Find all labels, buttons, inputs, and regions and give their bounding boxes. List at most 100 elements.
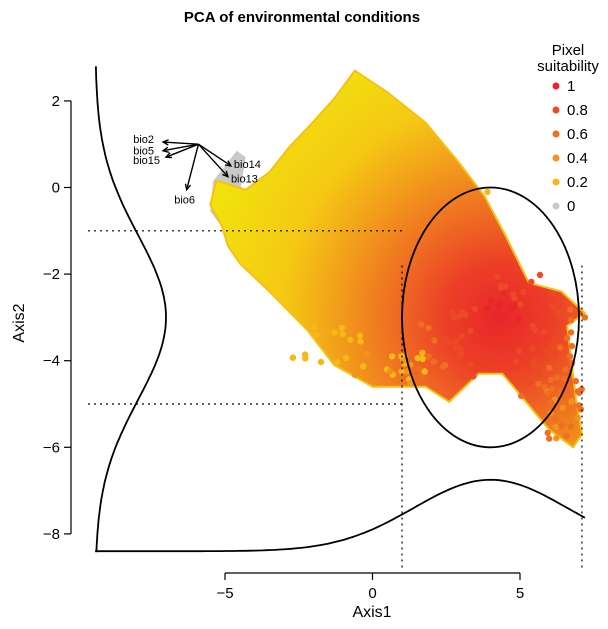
marginal-density-y [95, 66, 167, 553]
data-point [331, 329, 338, 336]
data-point [418, 321, 425, 328]
data-point [347, 336, 354, 343]
data-point [484, 305, 491, 312]
data-point [386, 368, 394, 375]
data-point [532, 327, 539, 334]
data-point [581, 314, 589, 321]
data-point [431, 337, 438, 344]
y-tick-label: −6 [43, 439, 60, 456]
data-point [471, 305, 479, 313]
data-point [547, 376, 555, 383]
data-point [462, 311, 469, 318]
data-point [467, 327, 474, 334]
data-point [552, 352, 559, 359]
legend-swatch [552, 130, 560, 138]
data-point [360, 363, 367, 370]
data-point [568, 342, 576, 350]
legend-label: 0.8 [567, 102, 588, 119]
data-point [418, 374, 425, 381]
legend-swatch [552, 178, 560, 186]
data-point [456, 312, 463, 319]
data-point [540, 329, 548, 336]
legend-label: 0.6 [567, 126, 588, 143]
data-point [544, 347, 551, 355]
y-tick-label: 2 [52, 93, 60, 110]
loading-label-bio2: bio2 [133, 134, 154, 146]
data-point [398, 368, 405, 375]
data-point [535, 380, 542, 388]
data-point [531, 365, 539, 372]
data-point [528, 278, 535, 286]
data-point [302, 355, 309, 362]
data-point [446, 339, 454, 347]
x-axis-label: Axis1 [352, 604, 391, 621]
data-point [557, 344, 564, 351]
legend-title: Pixel [552, 42, 585, 59]
legend-swatch [552, 154, 560, 162]
data-point [578, 385, 585, 393]
data-point [534, 371, 541, 378]
data-point [529, 360, 536, 367]
data-point [500, 289, 507, 297]
data-point [488, 297, 495, 304]
loading-arrow-bio5 [162, 143, 199, 152]
legend-swatch [552, 106, 560, 114]
loading-arrowhead [161, 146, 170, 153]
x-tick-label: −5 [216, 585, 233, 602]
loading-arrow-bio15 [165, 143, 199, 158]
data-point [511, 372, 519, 379]
data-point [339, 331, 346, 338]
loading-arrow-bio2 [163, 141, 199, 145]
data-point [546, 435, 553, 442]
data-point [334, 359, 341, 366]
data-point [317, 358, 325, 366]
data-point [517, 369, 525, 377]
loading-arrowhead [161, 139, 169, 146]
data-point [452, 345, 459, 352]
data-point [421, 368, 428, 375]
data-point [529, 322, 536, 329]
data-point [457, 373, 465, 380]
data-point [566, 353, 574, 360]
loading-arrowhead [164, 152, 173, 159]
data-point [551, 416, 559, 423]
legend-label: 0.4 [567, 150, 588, 167]
data-point [511, 294, 518, 301]
data-point [567, 329, 575, 336]
data-point [577, 406, 584, 413]
data-point [552, 334, 559, 342]
data-point [563, 432, 570, 440]
x-axis: −5 0 5 [216, 572, 524, 602]
data-point [434, 331, 441, 339]
data-point [414, 355, 421, 362]
data-point [495, 302, 502, 310]
data-point [562, 366, 569, 373]
data-point [313, 331, 320, 339]
x-tick-label: 0 [368, 585, 376, 602]
data-point [572, 377, 579, 385]
y-tick-label: −2 [43, 266, 60, 283]
loading-arrow-bio6 [185, 144, 200, 190]
legend-title: suitability [537, 58, 599, 75]
legend-swatch [552, 82, 560, 90]
data-point [388, 353, 396, 360]
y-tick-label: −4 [43, 353, 60, 370]
data-point [553, 434, 560, 442]
data-point [574, 414, 581, 422]
data-point [484, 188, 491, 196]
y-axis-label: Axis2 [11, 303, 28, 342]
data-point [398, 353, 405, 360]
y-tick-label: −8 [43, 526, 60, 543]
data-point [311, 323, 318, 331]
legend-label: 0.2 [567, 174, 588, 191]
data-point [544, 429, 551, 437]
data-point [568, 398, 575, 405]
data-point [517, 392, 525, 400]
data-point [567, 306, 574, 313]
data-point [338, 324, 346, 332]
data-point [559, 404, 566, 411]
data-point [548, 290, 556, 298]
